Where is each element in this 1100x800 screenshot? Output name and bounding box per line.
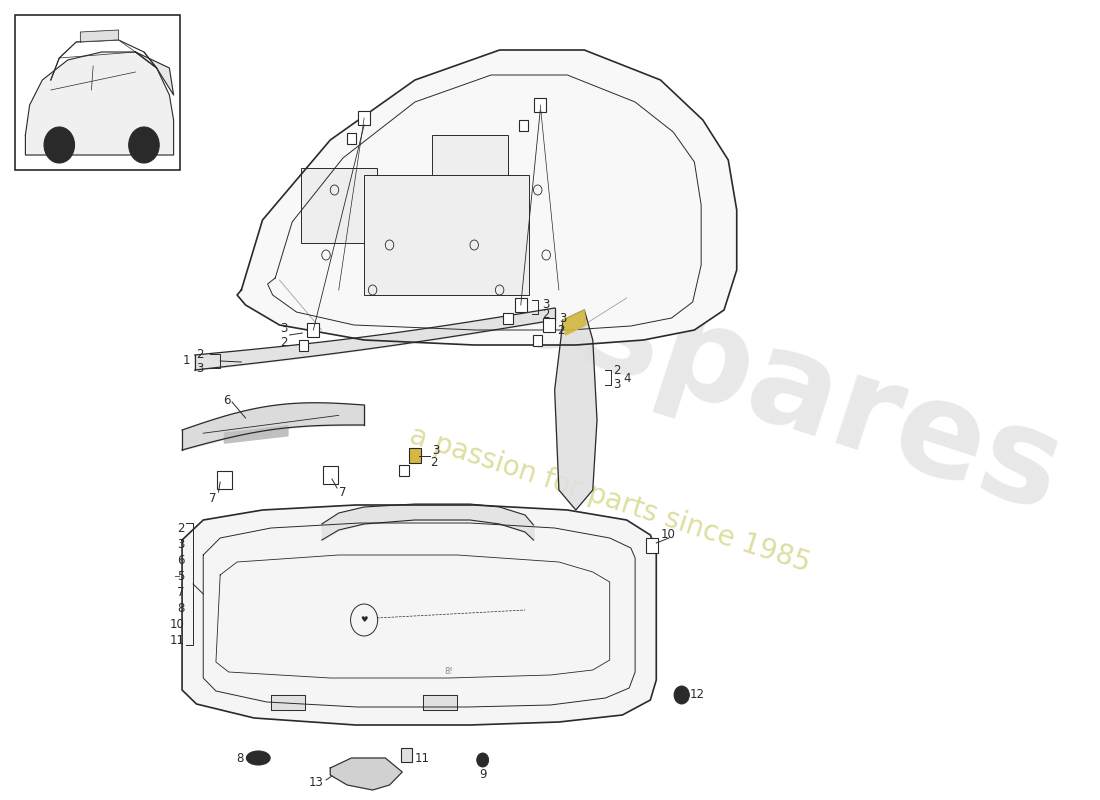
Polygon shape <box>80 30 119 42</box>
Text: 6: 6 <box>177 554 185 566</box>
Text: 11: 11 <box>169 634 185 646</box>
FancyBboxPatch shape <box>364 175 529 295</box>
Ellipse shape <box>246 751 271 765</box>
Text: 7: 7 <box>177 586 185 598</box>
FancyBboxPatch shape <box>217 471 232 489</box>
Polygon shape <box>183 505 657 725</box>
FancyBboxPatch shape <box>359 111 370 125</box>
Text: ♥: ♥ <box>361 615 367 625</box>
FancyBboxPatch shape <box>307 323 319 337</box>
Text: 3: 3 <box>559 313 566 326</box>
Text: 1: 1 <box>183 354 190 367</box>
Text: 2: 2 <box>177 522 185 534</box>
Polygon shape <box>25 52 174 155</box>
Text: 6: 6 <box>223 394 230 406</box>
Text: 7: 7 <box>209 491 217 505</box>
FancyBboxPatch shape <box>504 313 513 323</box>
Text: 7: 7 <box>339 486 346 498</box>
Text: 9: 9 <box>478 769 486 782</box>
Polygon shape <box>563 310 586 335</box>
FancyBboxPatch shape <box>322 466 338 484</box>
Polygon shape <box>224 426 288 443</box>
Text: 2: 2 <box>196 347 204 361</box>
Text: 12: 12 <box>690 689 705 702</box>
FancyBboxPatch shape <box>399 465 408 475</box>
Text: 2: 2 <box>430 455 438 469</box>
Text: 13: 13 <box>309 775 323 789</box>
FancyBboxPatch shape <box>300 168 377 243</box>
FancyBboxPatch shape <box>542 318 554 332</box>
Text: 2: 2 <box>613 363 620 377</box>
Text: 2: 2 <box>542 309 550 322</box>
Circle shape <box>674 686 690 704</box>
Polygon shape <box>135 52 174 95</box>
FancyBboxPatch shape <box>515 298 527 312</box>
Text: 8: 8 <box>177 602 185 614</box>
Text: ─: ─ <box>174 571 178 581</box>
FancyBboxPatch shape <box>646 538 659 553</box>
Circle shape <box>129 127 160 163</box>
Text: 3: 3 <box>542 298 549 310</box>
Polygon shape <box>271 695 305 710</box>
Text: 3: 3 <box>196 362 204 374</box>
Polygon shape <box>424 695 458 710</box>
Polygon shape <box>238 50 737 345</box>
FancyBboxPatch shape <box>15 15 180 170</box>
Circle shape <box>44 127 75 163</box>
FancyBboxPatch shape <box>534 334 542 346</box>
Text: 8!: 8! <box>444 667 453 677</box>
Text: 3: 3 <box>280 322 288 334</box>
Text: 5: 5 <box>177 570 185 582</box>
FancyBboxPatch shape <box>408 447 421 462</box>
Text: a passion for parts since 1985: a passion for parts since 1985 <box>406 422 814 578</box>
Text: 4: 4 <box>624 371 630 385</box>
Polygon shape <box>330 758 403 790</box>
Polygon shape <box>554 310 597 510</box>
Text: 10: 10 <box>169 618 185 630</box>
Text: 3: 3 <box>613 378 620 391</box>
FancyBboxPatch shape <box>519 119 528 130</box>
Text: 11: 11 <box>415 751 430 765</box>
Text: 8: 8 <box>236 751 244 765</box>
Text: eurospares: eurospares <box>244 161 1077 539</box>
Text: 10: 10 <box>660 529 675 542</box>
Text: 2: 2 <box>558 325 564 338</box>
Text: 3: 3 <box>177 538 185 550</box>
Text: 3: 3 <box>432 443 439 457</box>
FancyBboxPatch shape <box>535 98 547 112</box>
FancyBboxPatch shape <box>346 133 356 143</box>
FancyBboxPatch shape <box>298 339 308 350</box>
Text: 2: 2 <box>280 335 288 349</box>
FancyBboxPatch shape <box>400 748 412 762</box>
Circle shape <box>476 753 488 767</box>
FancyBboxPatch shape <box>432 135 508 210</box>
